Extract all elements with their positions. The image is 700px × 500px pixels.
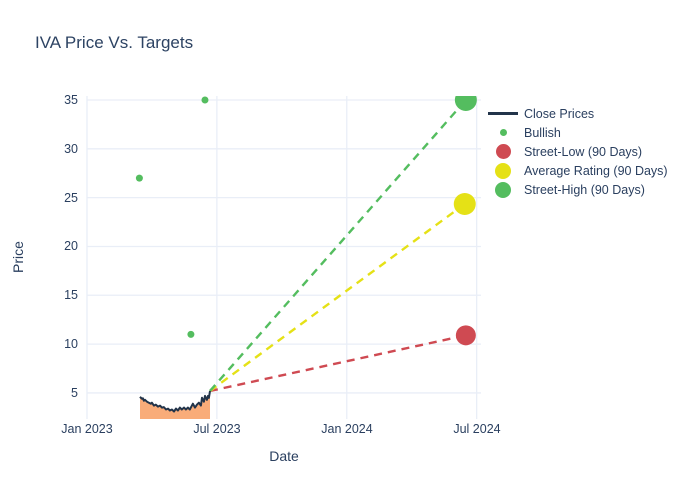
legend: Close Prices Bullish Street-Low (90 Days… xyxy=(487,104,668,199)
bullish-dot-icon xyxy=(487,129,519,136)
legend-item-street-high[interactable]: Street-High (90 Days) xyxy=(487,180,668,199)
x-tick-label: Jul 2024 xyxy=(453,422,501,436)
legend-label: Street-Low (90 Days) xyxy=(524,144,643,159)
x-tick-label: Jan 2023 xyxy=(61,422,113,436)
average-rating-dot-icon xyxy=(487,162,519,179)
y-tick-label: 35 xyxy=(64,93,78,107)
legend-label: Average Rating (90 Days) xyxy=(524,163,668,178)
legend-label: Close Prices xyxy=(524,106,595,121)
x-axis-title: Date xyxy=(269,448,299,464)
close-line-sample-icon xyxy=(487,112,519,115)
x-tick-label: Jan 2024 xyxy=(321,422,373,436)
y-tick-label: 5 xyxy=(71,386,78,400)
street-low-dot-icon xyxy=(487,144,519,159)
y-tick-label: 15 xyxy=(64,288,78,302)
y-tick-label: 30 xyxy=(64,142,78,156)
legend-item-close-prices[interactable]: Close Prices xyxy=(487,104,668,123)
legend-item-street-low[interactable]: Street-Low (90 Days) xyxy=(487,142,668,161)
legend-item-bullish[interactable]: Bullish xyxy=(487,123,668,142)
street-high-dot-icon xyxy=(487,181,519,198)
x-tick-label: Jul 2023 xyxy=(193,422,241,436)
y-tick-label: 10 xyxy=(64,337,78,351)
y-tick-label: 25 xyxy=(64,191,78,205)
chart-title: IVA Price Vs. Targets xyxy=(35,33,194,52)
legend-label: Street-High (90 Days) xyxy=(524,182,645,197)
legend-item-average-rating[interactable]: Average Rating (90 Days) xyxy=(487,161,668,180)
legend-label: Bullish xyxy=(524,125,561,140)
y-axis-title: Price xyxy=(10,241,26,273)
y-tick-label: 20 xyxy=(64,239,78,253)
